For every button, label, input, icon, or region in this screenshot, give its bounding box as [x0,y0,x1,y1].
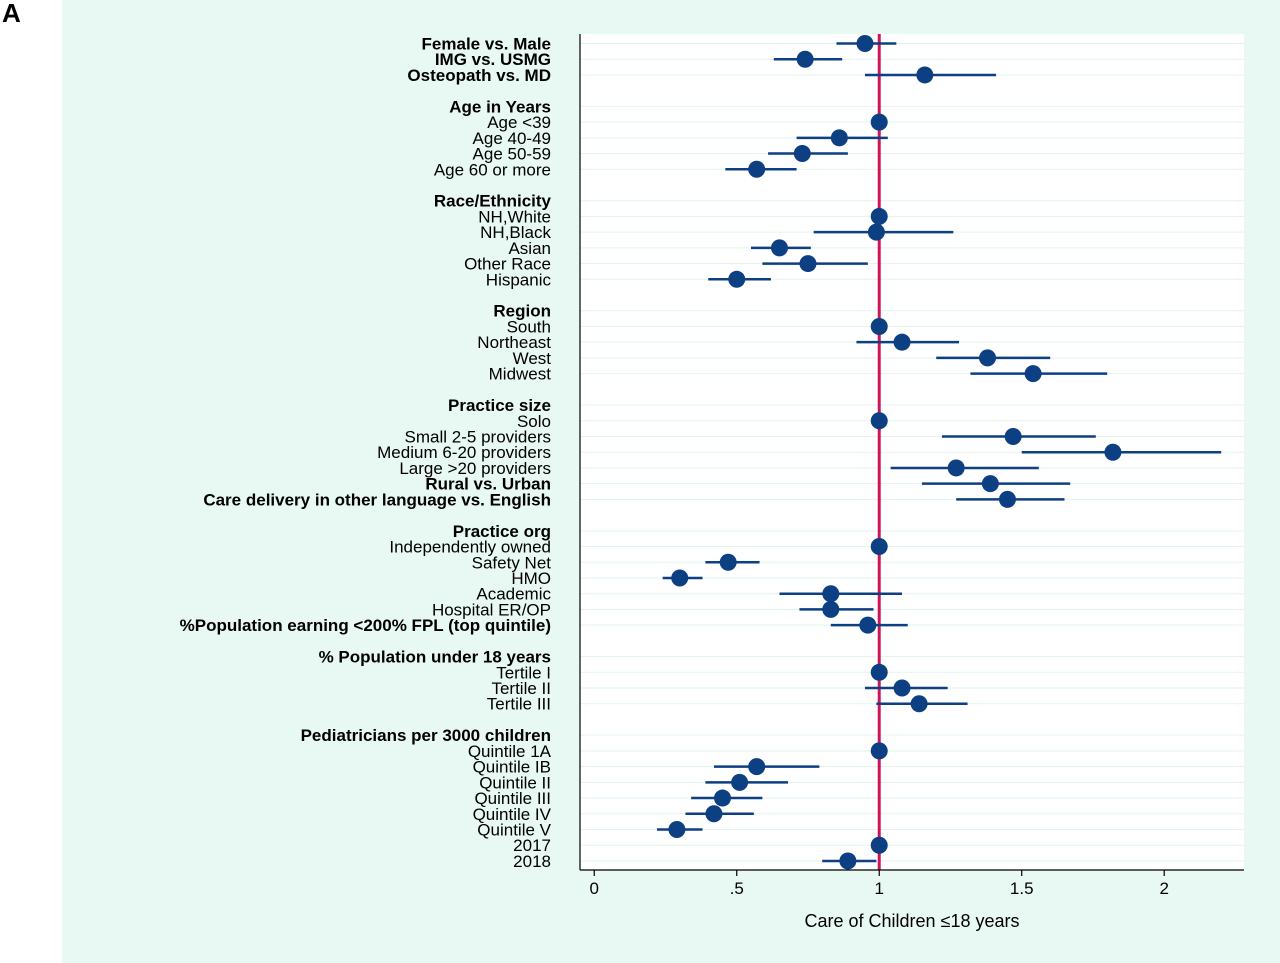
estimate-point [839,852,857,870]
row-label: Practice size [448,396,551,415]
row-label: South [507,317,551,336]
estimate-point [822,600,840,618]
row-label: HMO [511,569,551,588]
row-label: Large >20 providers [399,459,551,478]
estimate-point [916,66,934,84]
estimate-point [822,585,840,603]
row-label: West [513,349,552,368]
estimate-point [796,50,814,68]
row-label: Solo [517,412,551,431]
estimate-point [1004,428,1022,445]
row-label: Quintile 1A [468,742,552,761]
row-label: Practice org [453,522,551,541]
x-axis-title: Care of Children ≤18 years [805,911,1020,931]
estimate-point [671,569,689,587]
row-label: Age in Years [449,97,551,116]
row-label: Quintile II [479,773,551,792]
x-tick-label: .5 [730,879,744,898]
row-label: Small 2-5 providers [405,428,551,447]
estimate-point [870,742,888,760]
estimate-point [731,773,749,791]
row-label: Safety Net [472,553,552,572]
estimate-point [1024,365,1042,383]
panel-letter: A [2,0,21,28]
row-label: Care delivery in other language vs. Engl… [203,490,551,509]
estimate-point [870,412,888,430]
row-label: NH,White [478,207,551,226]
estimate-point [830,129,848,147]
row-label: Age <39 [487,113,551,132]
estimate-point [870,836,888,854]
row-label: % Population under 18 years [319,648,551,667]
row-label: Medium 6-20 providers [377,443,551,462]
row-label: Quintile IV [473,805,552,824]
estimate-point [719,553,737,571]
estimate-point [728,270,746,288]
gridlines [580,43,1244,862]
estimate-point [893,333,911,351]
x-tick-label: 2 [1159,879,1168,898]
row-label: Tertile I [496,663,551,682]
row-label: Quintile III [474,789,551,808]
row-label: Race/Ethnicity [434,192,552,211]
row-label: Tertile II [491,679,551,698]
estimate-point [859,616,877,634]
estimate-point [893,679,911,697]
row-label: Other Race [464,255,551,274]
estimate-point [870,113,888,131]
estimate-point [998,490,1016,508]
row-label: Pediatricians per 3000 children [301,726,551,745]
estimate-point [748,758,766,776]
row-label: Region [493,302,551,321]
row-label: %Population earning <200% FPL (top quint… [180,616,551,635]
row-label: Midwest [489,365,552,384]
estimate-points [668,35,1122,870]
estimate-point [856,35,874,52]
row-label: 2017 [513,836,551,855]
estimate-point [910,695,928,713]
row-label: Osteopath vs. MD [407,66,551,85]
estimate-point [870,538,888,556]
x-tick-label: 1.5 [1010,879,1034,898]
x-tick-label: 1 [874,879,883,898]
estimate-point [867,223,885,241]
row-label: Tertile III [487,695,551,714]
estimate-point [748,160,766,178]
estimate-point [981,475,999,493]
row-label: Asian [508,239,551,258]
estimate-point [799,255,817,273]
row-label: NH,Black [480,223,551,242]
estimate-point [770,239,788,257]
row-label: IMG vs. USMG [435,50,551,69]
row-label: Female vs. Male [422,35,551,54]
x-axis: 0 .5 1 1.5 2 Care of Children ≤18 years [579,34,1244,931]
estimate-point [870,317,888,335]
estimate-point [705,805,723,823]
row-label: Rural vs. Urban [425,475,551,494]
row-label: Age 50-59 [473,145,551,164]
estimate-point [713,789,731,807]
estimate-point [947,459,965,477]
estimate-point [668,821,686,838]
estimate-point [870,207,888,225]
row-label: Quintile IB [473,758,551,777]
row-label: Hospital ER/OP [432,600,551,619]
x-tick-label: 0 [590,879,599,898]
estimate-point [979,349,997,367]
row-label: Age 40-49 [473,129,551,148]
row-label: Quintile V [477,821,551,840]
row-label: Academic [476,585,551,604]
estimate-point [1104,443,1122,461]
row-label: Northeast [477,333,551,352]
row-label: Independently owned [389,538,551,557]
estimate-point [793,145,811,163]
row-label: Age 60 or more [434,160,551,179]
row-label: 2018 [513,852,551,871]
estimate-point [870,663,888,681]
row-label: Hispanic [486,270,552,289]
